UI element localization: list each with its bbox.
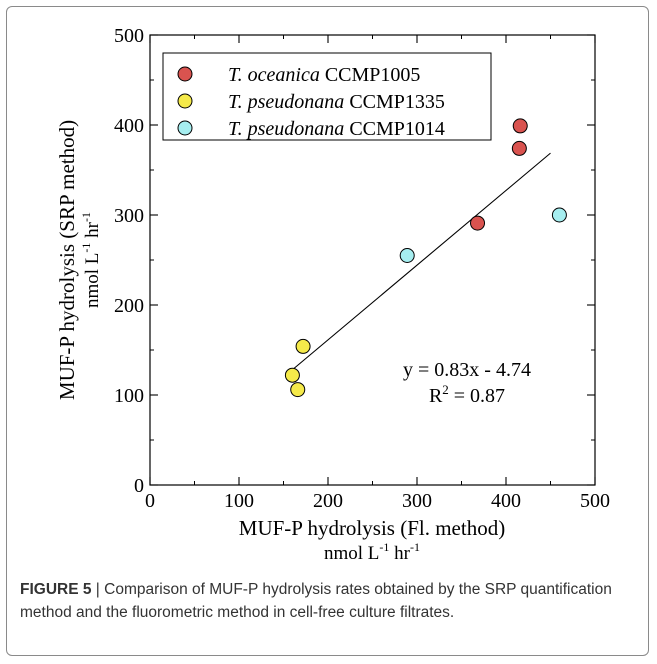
figure-caption: FIGURE 5 | Comparison of MUF-P hydrolysi… bbox=[20, 578, 640, 624]
legend-marker bbox=[177, 93, 193, 109]
data-point bbox=[551, 207, 567, 223]
regression-line bbox=[292, 152, 551, 371]
legend-marker bbox=[177, 120, 193, 136]
y-tick-label: 300 bbox=[114, 205, 144, 227]
y-tick-label: 500 bbox=[114, 25, 144, 47]
y-tick-label: 200 bbox=[114, 295, 144, 317]
x-axis-unit: nmol L-1 hr-1 bbox=[324, 540, 420, 564]
caption-label: FIGURE 5 bbox=[20, 581, 92, 598]
y-axis-ticks: 0 100 200 300 400 500 bbox=[114, 25, 595, 497]
legend-marker bbox=[177, 66, 193, 82]
data-point bbox=[284, 367, 300, 383]
legend-label: T. pseudonana CCMP1335 bbox=[228, 91, 445, 113]
y-axis-label: MUF-P hydrolysis (SRP method) bbox=[55, 120, 79, 400]
caption-separator: | bbox=[91, 581, 105, 598]
data-point bbox=[511, 140, 527, 156]
data-points bbox=[284, 118, 567, 398]
scatter-chart: 0 100 200 300 400 500 0 100 200 300 400 500 T. oce… bbox=[55, 25, 610, 564]
y-tick-label: 100 bbox=[114, 385, 144, 407]
data-point bbox=[290, 382, 306, 398]
x-tick-label: 0 bbox=[145, 490, 155, 512]
x-axis-ticks: 0 100 200 300 400 500 bbox=[145, 35, 610, 512]
y-tick-label: 400 bbox=[114, 115, 144, 137]
y-tick-label: 0 bbox=[134, 475, 144, 497]
legend-label: T. oceanica CCMP1005 bbox=[228, 64, 420, 86]
data-point bbox=[295, 338, 311, 354]
caption-text: Comparison of MUF-P hydrolysis rates obt… bbox=[20, 581, 612, 621]
fit-equation: y = 0.83x - 4.74 bbox=[403, 359, 531, 381]
x-tick-label: 400 bbox=[491, 490, 521, 512]
x-tick-label: 500 bbox=[580, 490, 610, 512]
legend-label: T. pseudonana CCMP1014 bbox=[228, 118, 445, 140]
legend: T. oceanica CCMP1005 T. pseudonana CCMP13… bbox=[162, 52, 492, 141]
data-point bbox=[512, 118, 528, 134]
x-axis-label: MUF-P hydrolysis (Fl. method) bbox=[239, 516, 505, 540]
r-squared: R2 = 0.87 bbox=[429, 382, 505, 407]
data-point bbox=[399, 248, 415, 263]
x-tick-label: 300 bbox=[402, 490, 432, 512]
x-tick-label: 200 bbox=[313, 490, 343, 512]
y-axis-unit: nmol L-1 hr-1 bbox=[79, 212, 103, 308]
legend-box bbox=[162, 52, 492, 141]
x-tick-label: 100 bbox=[224, 490, 254, 512]
data-point bbox=[470, 215, 486, 231]
